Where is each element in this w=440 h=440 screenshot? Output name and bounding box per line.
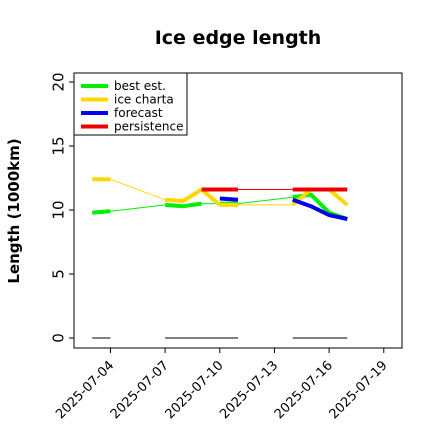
series-forecast-segment-0: [219, 196, 239, 202]
legend-label-persistence: persistence: [114, 120, 183, 134]
y-tick-label-15: 15: [49, 136, 67, 155]
series-best-est-segment-2: [164, 201, 202, 209]
series-ice-charta-segment-3: [200, 187, 222, 207]
series-best-est-segment-1: [110, 204, 166, 212]
series-best-est-segment-0: [92, 209, 111, 215]
series-forecast-segment-1: [292, 197, 348, 221]
chart-title: Ice edge length: [155, 27, 322, 49]
legend-label-ice-charta: ice charta: [114, 93, 174, 107]
legend-label-best-est: best est.: [114, 79, 166, 93]
y-tick-label-10: 10: [49, 200, 67, 219]
y-tick-label-0: 0: [49, 333, 67, 343]
y-tick-label-20: 20: [49, 72, 67, 91]
x-tick-label-2025-07-19: 2025-07-19: [327, 358, 391, 422]
y-tick-label-5: 5: [49, 269, 67, 279]
plot-area: [92, 177, 349, 339]
legend-label-forecast: forecast: [114, 106, 163, 120]
series-ice-charta-segment-1: [110, 178, 166, 201]
series-ice-charta-segment-2: [164, 187, 203, 203]
y-axis-label: Length (1000km): [5, 138, 23, 283]
series-best-est-segment-5: [237, 196, 293, 205]
